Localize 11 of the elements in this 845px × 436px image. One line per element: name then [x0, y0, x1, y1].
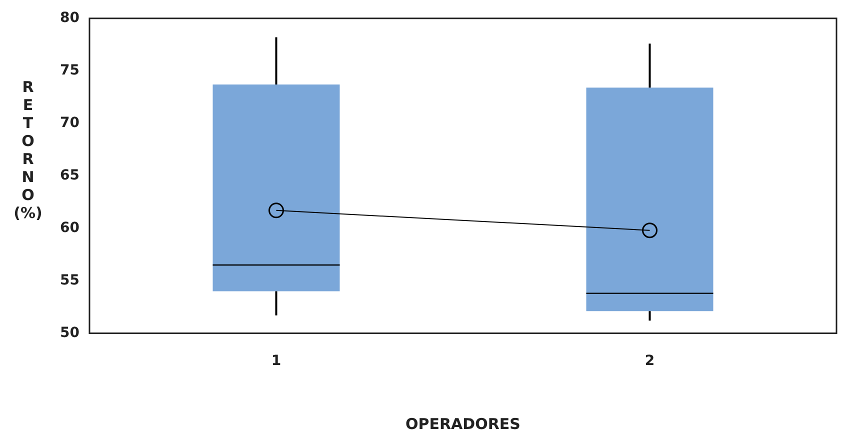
- y-tick-label: 60: [60, 220, 80, 236]
- x-axis-title: OPERADORES: [406, 414, 520, 433]
- y-tick-label: 50: [60, 324, 80, 341]
- y-tick-label: 55: [60, 272, 80, 288]
- y-tick-label: 65: [60, 167, 80, 184]
- y-tick-label: 75: [60, 62, 80, 79]
- x-tick-label: 1: [271, 353, 282, 370]
- y-tick-label: 80: [60, 10, 80, 26]
- x-tick-label: 2: [644, 353, 655, 370]
- y-tick-label: 70: [60, 114, 80, 131]
- y-axis-title: RETORNO (%): [14, 78, 42, 222]
